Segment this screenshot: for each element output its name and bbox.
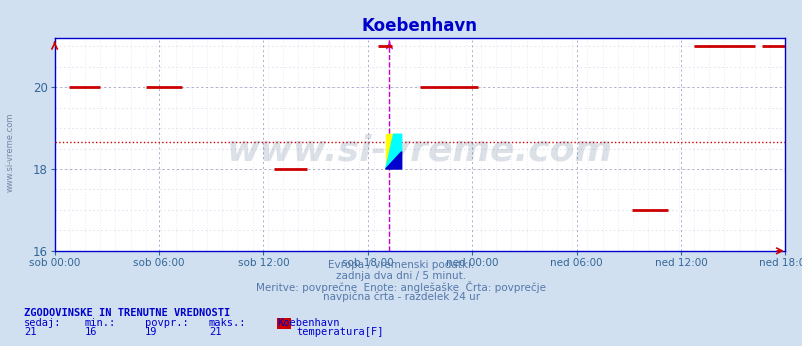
Text: 21: 21 (24, 327, 37, 337)
Text: Meritve: povprečne  Enote: anglešaške  Črta: povprečje: Meritve: povprečne Enote: anglešaške Črt… (256, 281, 546, 293)
Polygon shape (385, 152, 401, 169)
Text: 19: 19 (144, 327, 157, 337)
Text: zadnja dva dni / 5 minut.: zadnja dva dni / 5 minut. (336, 271, 466, 281)
Title: Koebenhavn: Koebenhavn (362, 17, 477, 35)
Text: ZGODOVINSKE IN TRENUTNE VREDNOSTI: ZGODOVINSKE IN TRENUTNE VREDNOSTI (24, 308, 230, 318)
Text: www.si-vreme.com: www.si-vreme.com (6, 112, 15, 192)
Polygon shape (385, 134, 401, 169)
Text: sedaj:: sedaj: (24, 318, 62, 328)
Text: 21: 21 (209, 327, 221, 337)
Text: navpična črta - razdelek 24 ur: navpična črta - razdelek 24 ur (322, 291, 480, 302)
Text: temperatura[F]: temperatura[F] (296, 327, 383, 337)
Text: Evropa / vremenski podatki.: Evropa / vremenski podatki. (328, 260, 474, 270)
Polygon shape (385, 134, 393, 169)
Text: www.si-vreme.com: www.si-vreme.com (227, 134, 612, 168)
Text: 16: 16 (84, 327, 97, 337)
Text: maks.:: maks.: (209, 318, 246, 328)
Text: Koebenhavn: Koebenhavn (277, 318, 339, 328)
Text: min.:: min.: (84, 318, 115, 328)
Text: povpr.:: povpr.: (144, 318, 188, 328)
